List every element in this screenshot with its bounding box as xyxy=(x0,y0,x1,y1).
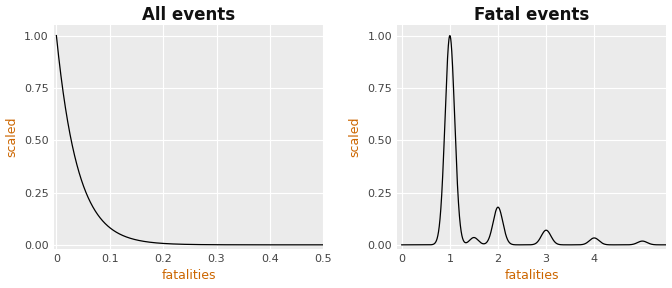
Y-axis label: scaled: scaled xyxy=(5,117,19,157)
Y-axis label: scaled: scaled xyxy=(349,117,362,157)
X-axis label: fatalities: fatalities xyxy=(505,270,559,283)
X-axis label: fatalities: fatalities xyxy=(161,270,216,283)
Title: Fatal events: Fatal events xyxy=(474,5,589,24)
Title: All events: All events xyxy=(142,5,235,24)
